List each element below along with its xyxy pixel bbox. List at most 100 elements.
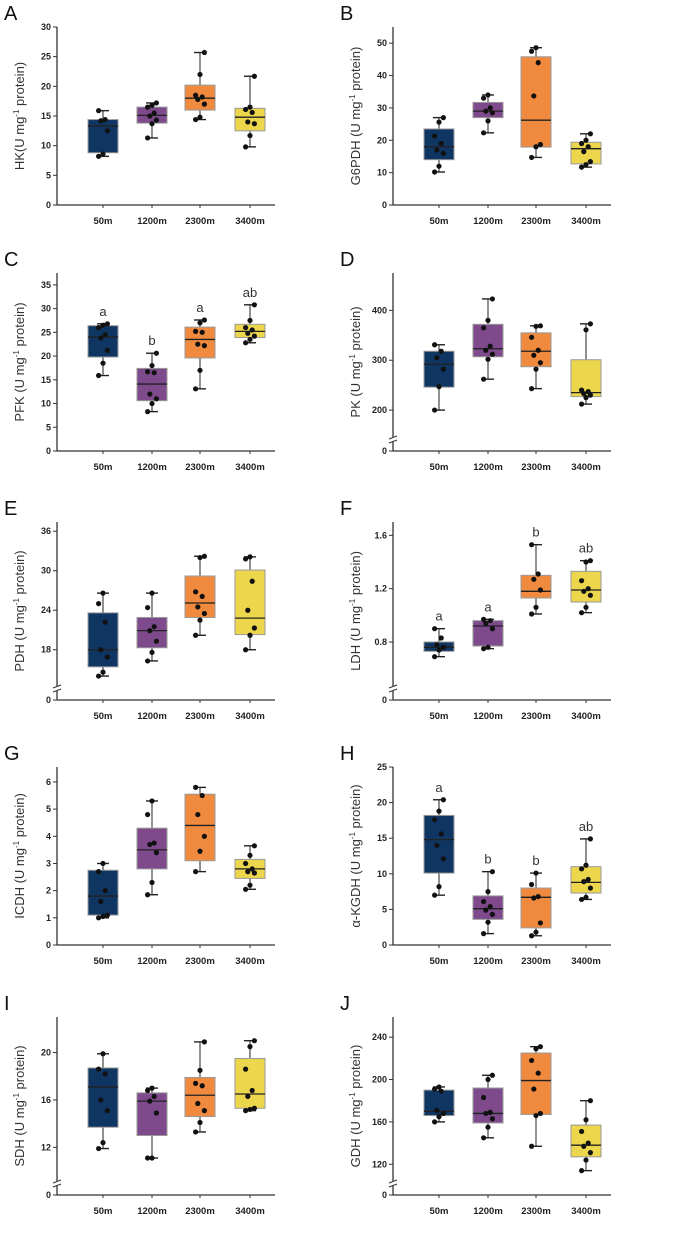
- y-axis-label: ICDH (U mg-1 protein): [12, 793, 27, 919]
- axis-break-icon: [388, 1179, 398, 1188]
- y-axis-label: PK (U mg-1 protein): [348, 306, 363, 417]
- figure: A 0 5 10 15 20 25 30 HK(U mg-1 protein) 50m 1200m 2…: [4, 3, 611, 1217]
- data-point: [537, 1110, 543, 1117]
- data-point: [481, 898, 487, 905]
- data-point: [587, 1098, 593, 1104]
- data-point: [199, 792, 205, 799]
- y-tick-label: 24: [41, 605, 51, 615]
- data-point: [100, 1140, 106, 1146]
- y-tick-label: 30: [41, 304, 51, 314]
- data-point: [147, 113, 153, 119]
- data-point: [581, 149, 587, 155]
- data-point: [432, 892, 438, 898]
- data-point: [147, 628, 153, 634]
- data-point: [98, 1097, 104, 1103]
- y-axis-label: PDH (U mg-1 protein): [12, 550, 27, 671]
- x-tick-label: 3400m: [571, 462, 601, 473]
- y-tick-label: 400: [372, 305, 387, 315]
- data-point: [249, 327, 255, 333]
- data-point: [197, 554, 203, 561]
- y-tick-label: 200: [372, 405, 387, 415]
- data-point: [581, 588, 587, 594]
- axis-break-gap: [53, 686, 61, 691]
- data-point: [489, 626, 495, 632]
- data-point: [251, 302, 257, 308]
- data-point: [145, 369, 151, 375]
- x-tick-label: 2300m: [521, 956, 551, 967]
- x-tick-label: 3400m: [571, 1206, 601, 1217]
- data-point: [434, 842, 440, 848]
- data-point: [149, 362, 155, 369]
- data-point: [193, 116, 199, 123]
- y-tick-label: 300: [372, 355, 387, 365]
- data-point: [583, 604, 589, 610]
- data-point: [193, 1129, 199, 1135]
- data-point: [243, 324, 249, 331]
- data-point: [193, 632, 199, 638]
- data-point: [149, 879, 155, 886]
- significance-letter: ab: [243, 285, 257, 300]
- data-point: [531, 576, 537, 582]
- data-point: [96, 915, 102, 921]
- data-point: [243, 556, 249, 562]
- data-point: [533, 1046, 539, 1052]
- data-point: [201, 553, 207, 559]
- data-point: [483, 620, 489, 626]
- data-point: [436, 647, 442, 653]
- data-point: [485, 889, 491, 895]
- y-tick-label: 0: [382, 446, 387, 456]
- data-point: [579, 140, 585, 147]
- box-1200m: [136, 1092, 168, 1137]
- y-tick-label: 20: [377, 135, 387, 145]
- y-tick-label: 10: [377, 869, 387, 879]
- data-point: [197, 114, 203, 120]
- data-point: [583, 559, 589, 565]
- data-point: [432, 133, 438, 139]
- data-point: [145, 1155, 151, 1161]
- data-point: [98, 898, 104, 905]
- axis-break-icon: [388, 435, 398, 444]
- data-point: [537, 920, 543, 926]
- data-point: [100, 151, 106, 157]
- data-point: [102, 1071, 108, 1077]
- data-point: [193, 589, 199, 595]
- data-point: [585, 1140, 591, 1146]
- data-point: [96, 1066, 102, 1072]
- data-point: [100, 860, 106, 867]
- data-point: [535, 571, 541, 577]
- data-point: [243, 106, 249, 113]
- y-tick-label: 40: [377, 71, 387, 81]
- data-point: [243, 144, 249, 150]
- significance-letter: a: [435, 609, 443, 624]
- data-point: [485, 118, 491, 124]
- x-tick-label: 1200m: [137, 711, 167, 722]
- data-point: [533, 604, 539, 610]
- data-point: [537, 1044, 543, 1050]
- data-point: [145, 658, 151, 664]
- data-point: [481, 931, 487, 937]
- data-point: [247, 1106, 253, 1113]
- data-point: [489, 110, 495, 116]
- y-tick-label: 0: [382, 695, 387, 705]
- data-point: [197, 71, 203, 78]
- y-axis-label: PFK (U mg-1 protein): [12, 302, 27, 421]
- data-point: [587, 131, 593, 137]
- data-point: [100, 322, 106, 328]
- data-point: [96, 108, 102, 114]
- y-tick-label: 15: [377, 833, 387, 843]
- data-point: [587, 321, 593, 327]
- significance-letter: b: [532, 525, 539, 540]
- significance-letter: ab: [579, 819, 593, 834]
- data-point: [487, 618, 493, 624]
- data-point: [251, 333, 257, 339]
- data-point: [251, 1105, 257, 1111]
- data-point: [481, 1135, 487, 1141]
- data-point: [96, 153, 102, 159]
- significance-letter: a: [196, 300, 204, 315]
- data-point: [201, 1039, 207, 1045]
- data-point: [489, 351, 495, 357]
- axis-break-gap: [389, 437, 397, 442]
- data-point: [436, 1084, 442, 1090]
- y-axis-label: GDH (U mg-1 protein): [348, 1045, 363, 1168]
- data-point: [533, 1112, 539, 1119]
